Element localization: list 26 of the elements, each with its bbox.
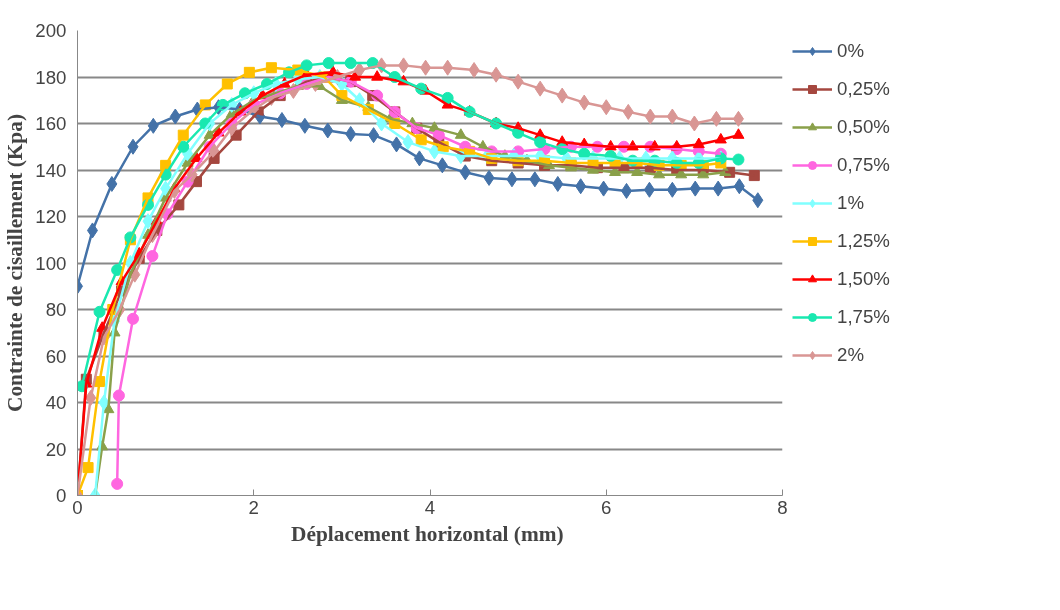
y-tick-label: 80 [45,299,67,320]
x-axis-title: Déplacement horizontal (mm) [291,521,564,546]
x-tick-label: 6 [601,496,612,518]
y-tick-label: 60 [45,345,67,367]
legend-label: 0,75% [837,154,891,176]
legend-label: 0,50% [837,116,891,138]
legend-label: 1,75% [837,306,891,328]
x-tick-label: 8 [777,496,788,518]
legend-label: 1,25% [837,230,891,252]
legend-label: 0% [837,40,865,62]
legend-label: 0,25% [837,78,891,100]
legend-label: 1,50% [837,268,891,290]
legend-label: 1% [837,192,865,214]
y-tick-label: 20 [45,438,67,460]
y-tick-label: 120 [35,206,67,227]
legend-label: 2% [837,344,865,366]
y-tick-label: 140 [35,159,67,181]
x-tick-label: 0 [72,496,83,518]
y-tick-label: 180 [35,66,67,88]
y-axis-title: Contrainte de cisaillement (Kpa) [3,114,28,412]
y-tick-label: 160 [35,113,67,134]
y-tick-label: 40 [45,392,67,413]
y-tick-label: 100 [35,252,67,274]
x-tick-label: 4 [424,496,436,518]
x-tick-label: 2 [248,496,259,518]
y-tick-label: 200 [35,20,67,41]
